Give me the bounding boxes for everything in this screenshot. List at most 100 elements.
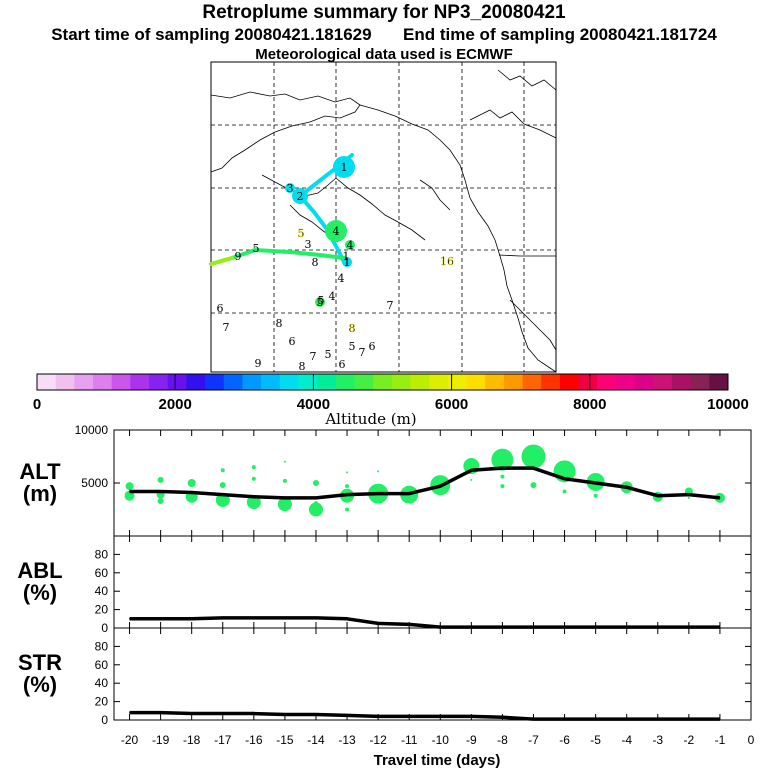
plume-label-5: 4 bbox=[329, 290, 336, 303]
plume-point-2 bbox=[285, 183, 295, 193]
xtick-label-8: -12 bbox=[369, 733, 387, 747]
colorbar-tick-label-5: 10000 bbox=[707, 396, 749, 413]
alt-series-line bbox=[129, 466, 721, 500]
alt-series-point-7 bbox=[346, 494, 348, 496]
plume-point-label-6: 1 bbox=[344, 256, 351, 269]
coastline bbox=[210, 69, 557, 373]
xtick-label-6: -14 bbox=[307, 733, 325, 747]
plume-label-14: 5 bbox=[349, 340, 356, 353]
xtick-label-17: -3 bbox=[652, 733, 663, 747]
xtick-label-3: -17 bbox=[214, 733, 232, 747]
xtick-label-4: -16 bbox=[245, 733, 263, 747]
abl-ytick-label-2: 40 bbox=[95, 584, 109, 598]
alt-bubble-41 bbox=[687, 496, 690, 499]
plume-label-20: 9 bbox=[235, 250, 242, 263]
str-panel-frame bbox=[113, 627, 752, 721]
alt-series-point-4 bbox=[253, 496, 255, 498]
abl-ytick-label-1: 20 bbox=[95, 603, 109, 617]
colorbar-cell-29 bbox=[578, 374, 598, 390]
plume-point-label-3: 4 bbox=[333, 225, 340, 238]
alt-bubble-32 bbox=[521, 444, 546, 469]
alt-bubble-13 bbox=[283, 460, 286, 463]
page-title: Retroplume summary for NP3_20080421 bbox=[202, 2, 566, 23]
plume-label-19: 8 bbox=[299, 360, 306, 373]
travel-time-xlabel: Travel time (days) bbox=[374, 752, 501, 768]
time-series-panels bbox=[113, 429, 752, 721]
alt-bubble-15 bbox=[277, 497, 292, 512]
plume-label-17: 6 bbox=[339, 358, 346, 371]
alt-bubble-31 bbox=[500, 484, 505, 489]
xtick-label-9: -11 bbox=[401, 733, 418, 747]
plume-point-5 bbox=[315, 297, 325, 307]
alt-bubble-35 bbox=[562, 489, 567, 494]
str-series-point-14 bbox=[564, 718, 566, 720]
colorbar-tick-label-3: 6000 bbox=[435, 396, 468, 413]
colorbar-cell-12 bbox=[261, 374, 281, 390]
alt-bubble-11 bbox=[251, 476, 256, 481]
colorbar-cell-8 bbox=[186, 374, 206, 390]
str-series-point-19 bbox=[719, 718, 721, 720]
xtick-label-13: -7 bbox=[528, 733, 539, 747]
end-value: 20080421.181724 bbox=[579, 25, 717, 44]
alt-series-point-10 bbox=[439, 485, 441, 487]
alt-series-point-5 bbox=[284, 497, 286, 499]
colorbar-cell-35 bbox=[690, 374, 710, 390]
str-series-point-1 bbox=[160, 712, 162, 714]
colorbar-cell-26 bbox=[522, 374, 542, 390]
plume-label-15: 6 bbox=[369, 340, 376, 353]
alt-ylabel-line-0: ALT bbox=[19, 459, 61, 484]
colorbar-cell-36 bbox=[709, 374, 729, 390]
abl-series-point-19 bbox=[719, 626, 721, 628]
alt-series-point-9 bbox=[408, 493, 410, 495]
colorbar-cell-28 bbox=[559, 374, 579, 390]
alt-ytick-label-1: 10000 bbox=[75, 423, 109, 437]
xtick-label-18: -2 bbox=[684, 733, 695, 747]
abl-series-point-13 bbox=[532, 626, 534, 628]
abl-ylabel-line-0: ABL bbox=[17, 558, 62, 583]
alt-bubble-8 bbox=[219, 482, 226, 489]
str-series-point-3 bbox=[222, 713, 224, 715]
alt-bubble-18 bbox=[308, 502, 323, 517]
map-frame bbox=[210, 61, 557, 373]
plume-track-3 bbox=[209, 256, 234, 266]
str-series-point-8 bbox=[377, 715, 379, 717]
str-series-point-9 bbox=[408, 715, 410, 717]
plume-point-1 bbox=[292, 188, 308, 204]
xtick-label-19: -1 bbox=[715, 733, 726, 747]
alt-bubble-5 bbox=[187, 479, 196, 487]
plume-label-16: 7 bbox=[359, 346, 366, 359]
alt-bubble-28 bbox=[470, 478, 473, 481]
travel-time-axis: -20 -19 -18 -17 -16 -15 -14 -13 -12 -11 -10 -9 -8 -7-… bbox=[121, 733, 755, 747]
colorbar-cell-16 bbox=[335, 374, 355, 390]
colorbar-cell-17 bbox=[354, 374, 374, 390]
alt-series-point-17 bbox=[657, 495, 659, 497]
colorbar-cell-4 bbox=[111, 374, 131, 390]
str-series-point-0 bbox=[129, 712, 131, 714]
met-data-line: Meteorological data used is ECMWF bbox=[255, 46, 513, 63]
alt-bubble-19 bbox=[346, 471, 349, 474]
abl-series-point-3 bbox=[222, 617, 224, 619]
str-panel: 0 20 40 60 80 STR(%) bbox=[18, 628, 752, 727]
colorbar-cell-32 bbox=[634, 374, 654, 390]
xtick-label-10: -10 bbox=[432, 733, 450, 747]
abl-series-point-2 bbox=[191, 618, 193, 620]
abl-ytick-label-3: 60 bbox=[95, 566, 109, 580]
str-series-point-12 bbox=[501, 716, 503, 718]
alt-bubble-20 bbox=[345, 484, 350, 489]
abl-series-point-8 bbox=[377, 622, 379, 624]
alt-series-point-11 bbox=[470, 469, 472, 471]
alt-series-point-15 bbox=[595, 482, 597, 484]
alt-bubble-10 bbox=[251, 465, 256, 470]
abl-series-point-15 bbox=[595, 626, 597, 628]
alt-bubble-29 bbox=[491, 448, 514, 471]
abl-ytick-label-4: 80 bbox=[95, 547, 109, 561]
str-series-point-2 bbox=[191, 713, 193, 715]
abl-series-point-9 bbox=[408, 623, 410, 625]
plume-point-label-0: 1 bbox=[341, 161, 348, 174]
abl-series-point-10 bbox=[439, 626, 441, 628]
alt-bubble-4 bbox=[157, 498, 164, 505]
colorbar-cell-3 bbox=[93, 374, 113, 390]
abl-panel-frame bbox=[113, 535, 752, 629]
plume-label-10: 8 bbox=[349, 322, 356, 335]
